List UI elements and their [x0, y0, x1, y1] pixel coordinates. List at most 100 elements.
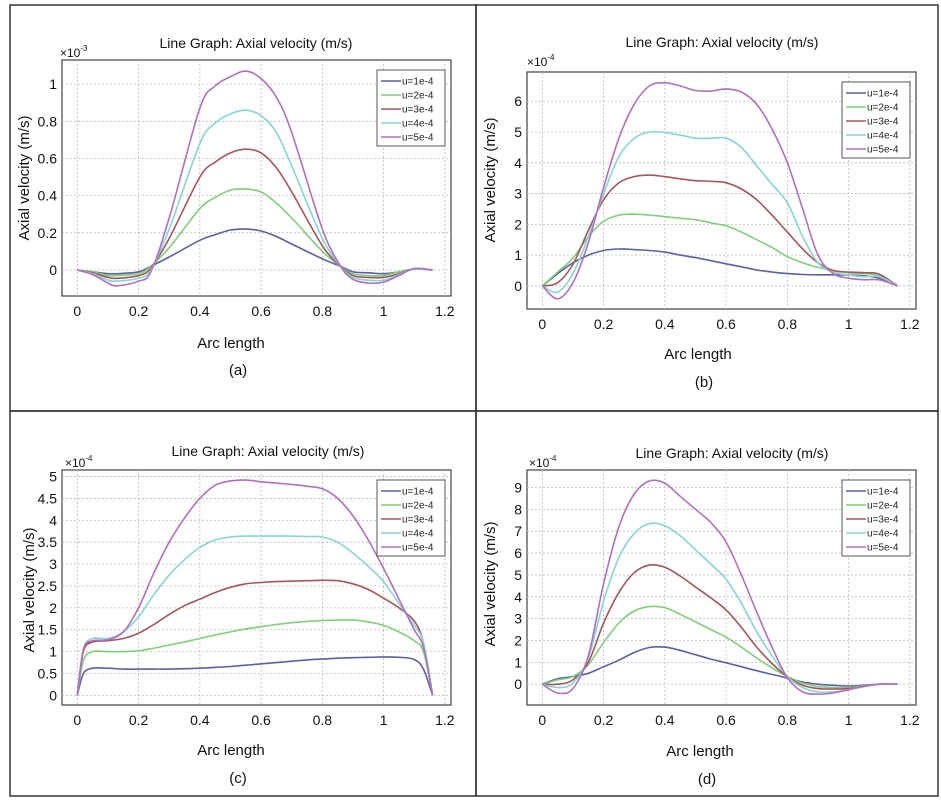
legend-entry: u=2e-4: [402, 501, 434, 512]
legend: u=1e-4 u=2e-4 u=3e-4 u=4e-4 u=5e-4: [376, 479, 446, 557]
x-tick-label: 1.2: [435, 303, 455, 319]
x-tick-label: 0.2: [594, 712, 614, 728]
panel-caption: (b): [695, 374, 713, 391]
x-tick-label: 0.4: [190, 712, 210, 728]
y-multiplier-base: ×10: [60, 46, 81, 60]
x-tick-label: 0.6: [716, 316, 736, 332]
panel-caption: (c): [229, 770, 247, 787]
y-tick-label: 0.8: [38, 113, 58, 129]
y-tick-label: 3: [514, 186, 522, 202]
panel-caption: (d): [698, 771, 716, 788]
legend-entry: u=3e-4: [867, 117, 899, 128]
y-tick-label: 1: [514, 654, 522, 670]
chart-title: Line Graph: Axial velocity (m/s): [172, 443, 365, 459]
y-multiplier: ×10-4: [529, 454, 557, 470]
series-group: [541, 81, 899, 300]
series-line-u-3e-4: [77, 148, 433, 280]
x-tick-label: 0.2: [129, 712, 149, 728]
x-tick-label: 0.8: [313, 303, 333, 319]
x-tick-label: 1.2: [435, 712, 455, 728]
y-tick-label: 0.6: [38, 150, 58, 166]
x-tick-label: 0.8: [313, 712, 333, 728]
x-axis-label: Arc length: [197, 335, 265, 352]
y-multiplier-base: ×10: [65, 456, 86, 470]
legend-entry: u=4e-4: [867, 131, 899, 142]
series-line-u-4e-4: [77, 109, 433, 283]
legend-entry: u=1e-4: [867, 89, 899, 100]
legend-entry: u=5e-4: [402, 543, 434, 554]
x-tick-label: 1: [845, 316, 853, 332]
series-group: [541, 479, 898, 695]
y-tick-label: 6: [514, 545, 522, 561]
x-tick-label: 0: [73, 303, 81, 319]
legend: u=1e-4 u=2e-4 u=3e-4 u=4e-4 u=5e-4: [841, 81, 911, 159]
x-tick-label: 1.2: [900, 316, 920, 332]
series-line-u-5e-4: [541, 479, 898, 695]
y-multiplier-exponent: -4: [549, 454, 557, 463]
legend-box: [376, 479, 446, 557]
plot-area: 0 0.2 0.4 0.6 0.8 1 1.2 0 0.2 0.4 0.6 0.8 1 u=1e-4 u=2…: [38, 59, 455, 319]
y-tick-label: 1: [49, 76, 57, 92]
y-tick-label: 4: [514, 155, 522, 171]
legend-entry: u=3e-4: [402, 105, 434, 116]
x-tick-label: 0.4: [655, 316, 675, 332]
series-line-u-3e-4: [76, 579, 434, 696]
legend-entry: u=1e-4: [402, 77, 434, 88]
y-multiplier-exponent: -4: [547, 53, 555, 62]
y-axis-label: Axial velocity (m/s): [482, 117, 499, 242]
x-axis-label: Arc length: [197, 742, 265, 759]
y-tick-label: 3: [514, 611, 522, 627]
legend-box: [376, 69, 446, 147]
y-tick-label: 0: [49, 687, 57, 703]
y-multiplier-base: ×10: [529, 456, 550, 470]
y-tick-label: 1: [514, 247, 522, 263]
y-tick-label: 2: [514, 633, 522, 649]
legend-entry: u=3e-4: [867, 515, 899, 526]
x-tick-label: 0.8: [778, 316, 798, 332]
legend-entry: u=5e-4: [867, 145, 899, 156]
x-axis-label: Arc length: [666, 743, 734, 760]
legend-entry: u=5e-4: [867, 543, 899, 554]
series-line-u-2e-4: [77, 188, 433, 277]
series-line-u-5e-4: [76, 479, 434, 696]
panel-caption: (a): [229, 362, 247, 379]
chart-panel-b: 0 0.2 0.4 0.6 0.8 1 1.2 0 1 2 3 4 5 6 u=1e-4 u=2e-4 u=3e…: [482, 34, 920, 391]
y-tick-label: 3: [49, 556, 57, 572]
legend-entry: u=2e-4: [867, 103, 899, 114]
series-line-u-3e-4: [542, 174, 899, 287]
chart-title: Line Graph: Axial velocity (m/s): [160, 35, 353, 51]
plot-area: 0 0.2 0.4 0.6 0.8 1 1.2 0 1 2 3 4 5 6 u=1e-4 u=2e-4 u=3e…: [514, 71, 920, 332]
y-tick-label: 5: [514, 567, 522, 583]
legend-entry: u=4e-4: [402, 119, 434, 130]
y-tick-label: 8: [514, 501, 522, 517]
y-multiplier-exponent: -3: [80, 44, 88, 53]
y-tick-label: 2: [514, 216, 522, 232]
legend-entry: u=4e-4: [867, 529, 899, 540]
series-line-u-1e-4: [76, 656, 434, 696]
y-multiplier: ×10-4: [527, 53, 555, 69]
plot-area: 0 0.2 0.4 0.6 0.8 1 1.2 0 0.5 1 1.5 2 2.5 3 3.5 4 4.5 5 u=…: [38, 469, 455, 728]
chart-panel-a: 0 0.2 0.4 0.6 0.8 1 1.2 0 0.2 0.4 0.6 0.8 1 u=1e-4 u=2…: [16, 35, 455, 379]
legend-entry: u=3e-4: [402, 515, 434, 526]
series-line-u-5e-4: [77, 70, 433, 287]
series-line-u-1e-4: [77, 228, 433, 275]
x-tick-label: 0: [73, 712, 81, 728]
y-tick-label: 0: [49, 262, 57, 278]
series-line-u-4e-4: [542, 522, 898, 694]
x-tick-label: 0.6: [716, 712, 736, 728]
y-tick-label: 6: [514, 93, 522, 109]
x-tick-label: 0.4: [655, 712, 675, 728]
y-tick-label: 4.5: [38, 490, 58, 506]
y-tick-label: 1.5: [38, 622, 58, 638]
y-tick-label: 9: [514, 479, 522, 495]
legend-entry: u=4e-4: [402, 529, 434, 540]
y-multiplier-base: ×10: [527, 55, 548, 69]
series-group: [76, 479, 434, 696]
legend-entry: u=5e-4: [402, 133, 434, 144]
legend-entry: u=1e-4: [867, 487, 899, 498]
y-tick-label: 4: [49, 512, 57, 528]
y-tick-label: 5: [514, 124, 522, 140]
y-multiplier: ×10-3: [60, 44, 88, 60]
x-tick-label: 0.6: [251, 712, 271, 728]
